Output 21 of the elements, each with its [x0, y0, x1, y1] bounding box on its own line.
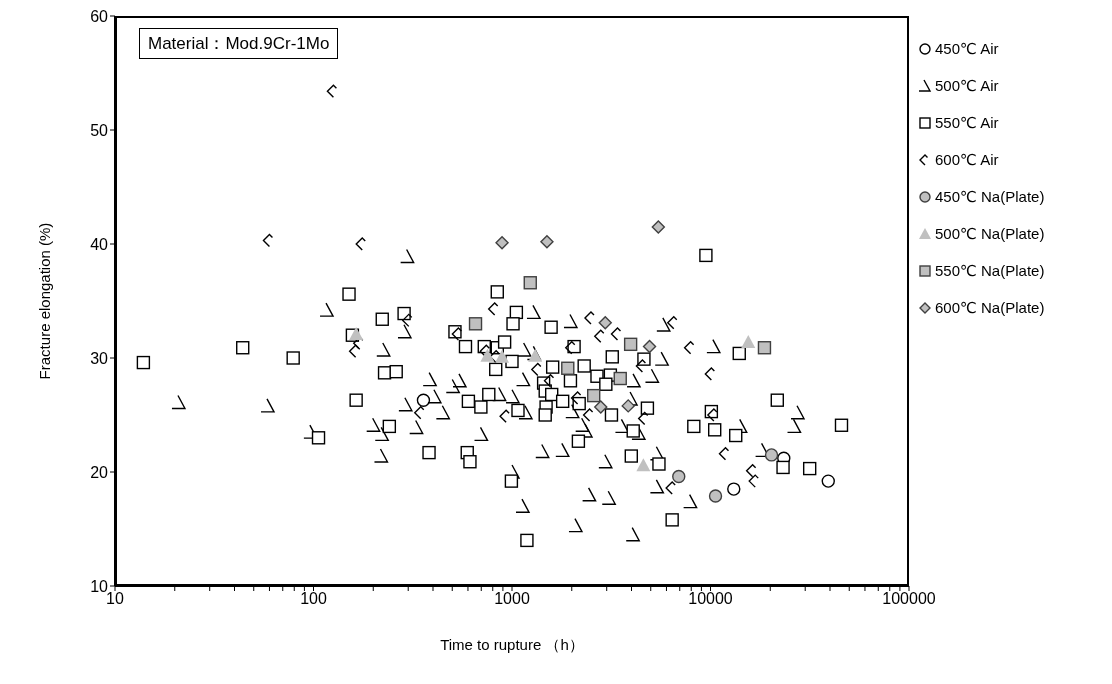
- legend-label: 550℃ Na(Plate): [935, 261, 1045, 280]
- legend-label: 600℃ Air: [935, 150, 999, 169]
- x-axis-title: Time to rupture （h）: [440, 636, 584, 653]
- y-tick-label: 20: [90, 463, 109, 481]
- y-tick-label: 30: [90, 349, 109, 367]
- legend-label: 450℃ Na(Plate): [935, 187, 1045, 206]
- y-tick-label: 50: [90, 121, 109, 139]
- legend-label: 550℃ Air: [935, 113, 999, 132]
- legend-label: 500℃ Air: [935, 76, 999, 95]
- y-axis-title: Fracture elongation (%): [36, 222, 54, 380]
- x-tick-label: 1000: [494, 590, 530, 608]
- x-tick-label: 10000: [688, 590, 733, 608]
- x-tick-label: 100: [300, 590, 327, 608]
- y-tick-label: 40: [90, 235, 109, 253]
- legend-label: 450℃ Air: [935, 39, 999, 58]
- legend-label: 500℃ Na(Plate): [935, 224, 1045, 243]
- x-tick-label: 100000: [882, 590, 936, 608]
- x-tick-label: 10: [106, 590, 124, 608]
- y-tick-label: 60: [90, 7, 109, 25]
- annotation: Material：Mod.9Cr-1Mo: [139, 28, 339, 59]
- legend-label: 600℃ Na(Plate): [935, 298, 1045, 317]
